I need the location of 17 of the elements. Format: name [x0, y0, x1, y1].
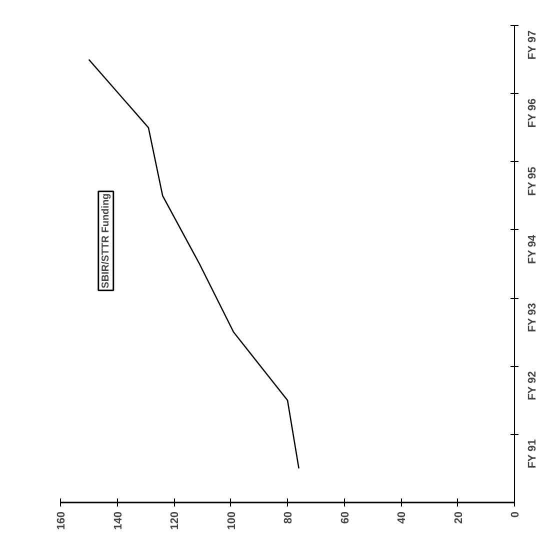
x-tick-label: 0: [510, 511, 522, 518]
y-tick-label: FY 92: [526, 371, 538, 400]
y-tick-label: FY 94: [526, 234, 538, 264]
y-tick-label: FY 91: [526, 439, 538, 468]
x-tick-label: 20: [452, 511, 465, 524]
x-tick-label: 140: [112, 511, 124, 530]
x-tick-label: 60: [339, 511, 352, 524]
x-tick-label: 120: [169, 511, 181, 530]
y-tick-label: FY 96: [526, 98, 538, 128]
y-tick-label: FY 93: [526, 302, 538, 332]
x-tick-label: 100: [226, 511, 238, 530]
x-tick-label: 160: [56, 511, 68, 530]
y-tick-label: FY 97: [526, 30, 538, 60]
x-tick-label: 40: [396, 511, 408, 524]
x-tick-label: 80: [282, 511, 294, 524]
text: SBIR/STTR Funding: [100, 193, 112, 288]
y-tick-label: FY 95: [526, 166, 538, 196]
